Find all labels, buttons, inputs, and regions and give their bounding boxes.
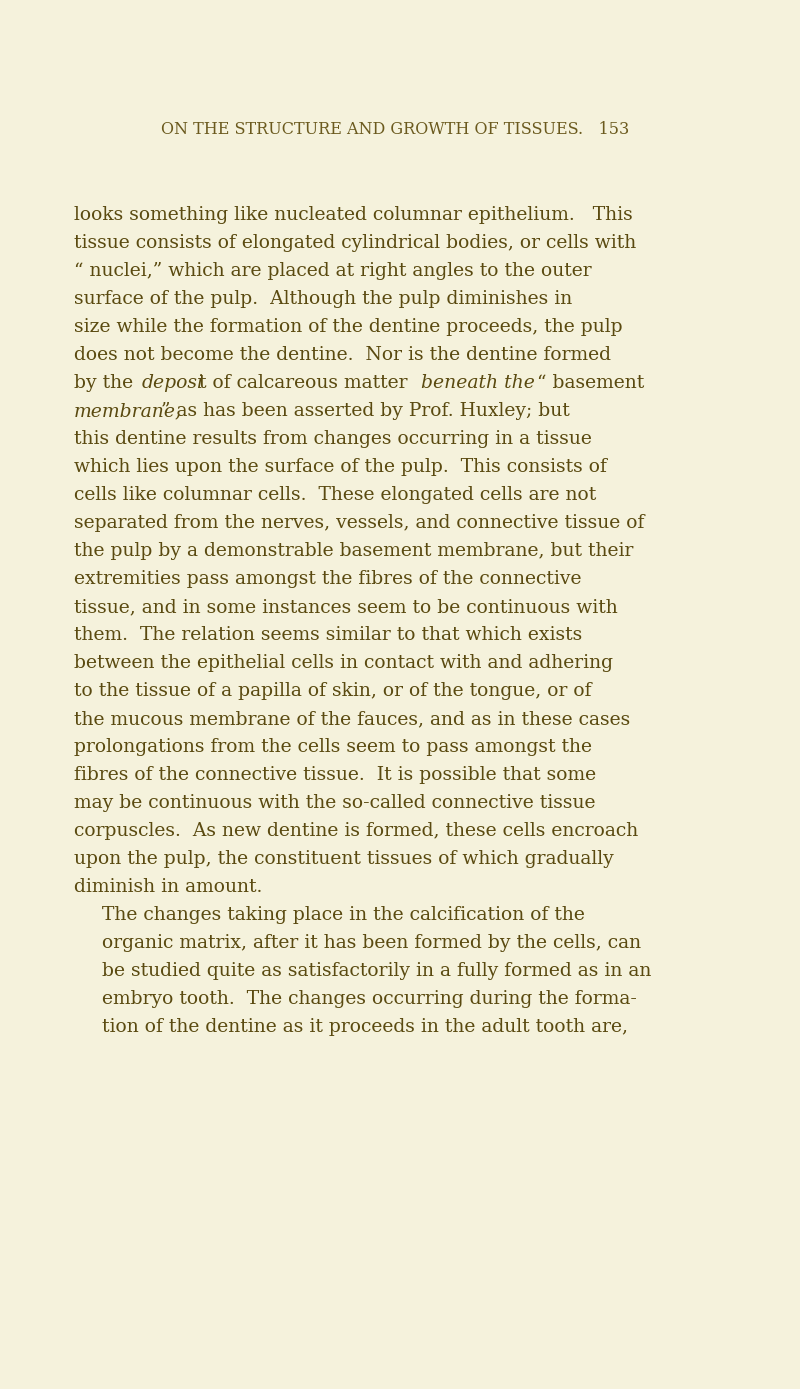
Text: ON THE STRUCTURE AND GROWTH OF TISSUES.   153: ON THE STRUCTURE AND GROWTH OF TISSUES. … — [162, 121, 630, 139]
Text: prolongations from the cells seem to pass amongst the: prolongations from the cells seem to pas… — [74, 738, 592, 756]
Text: deposi: deposi — [142, 374, 204, 392]
Text: fibres of the connective tissue.  It is possible that some: fibres of the connective tissue. It is p… — [74, 765, 596, 783]
Text: be studied quite as satisfactorily in a fully formed as in an: be studied quite as satisfactorily in a … — [102, 963, 651, 981]
Text: does not become the dentine.  Nor is the dentine formed: does not become the dentine. Nor is the … — [74, 346, 611, 364]
Text: diminish in amount.: diminish in amount. — [74, 878, 262, 896]
Text: this dentine results from changes occurring in a tissue: this dentine results from changes occurr… — [74, 431, 592, 449]
Text: membrane,: membrane, — [74, 401, 182, 419]
Text: embryo tooth.  The changes occurring during the forma-: embryo tooth. The changes occurring duri… — [102, 990, 637, 1008]
Text: size while the formation of the dentine proceeds, the pulp: size while the formation of the dentine … — [74, 318, 622, 336]
Text: The changes taking place in the calcification of the: The changes taking place in the calcific… — [102, 906, 585, 924]
Text: looks something like nucleated columnar epithelium.   This: looks something like nucleated columnar … — [74, 206, 633, 224]
Text: by the: by the — [74, 374, 139, 392]
Text: separated from the nerves, vessels, and connective tissue of: separated from the nerves, vessels, and … — [74, 514, 645, 532]
Text: extremities pass amongst the fibres of the connective: extremities pass amongst the fibres of t… — [74, 569, 582, 588]
Text: surface of the pulp.  Although the pulp diminishes in: surface of the pulp. Although the pulp d… — [74, 290, 572, 308]
Text: beneath the: beneath the — [421, 374, 541, 392]
Text: ” as has been asserted by Prof. Huxley; but: ” as has been asserted by Prof. Huxley; … — [161, 401, 570, 419]
Text: the mucous membrane of the fauces, and as in these cases: the mucous membrane of the fauces, and a… — [74, 710, 630, 728]
Text: tissue, and in some instances seem to be continuous with: tissue, and in some instances seem to be… — [74, 599, 618, 615]
Text: “ basement: “ basement — [537, 374, 644, 392]
Text: may be continuous with the so-called connective tissue: may be continuous with the so-called con… — [74, 795, 596, 813]
Text: the pulp by a demonstrable basement membrane, but their: the pulp by a demonstrable basement memb… — [74, 542, 634, 560]
Text: between the epithelial cells in contact with and adhering: between the epithelial cells in contact … — [74, 654, 613, 672]
Text: to the tissue of a papilla of skin, or of the tongue, or of: to the tissue of a papilla of skin, or o… — [74, 682, 592, 700]
Text: which lies upon the surface of the pulp.  This consists of: which lies upon the surface of the pulp.… — [74, 458, 607, 476]
Text: tion of the dentine as it proceeds in the adult tooth are,: tion of the dentine as it proceeds in th… — [102, 1018, 628, 1036]
Text: corpuscles.  As new dentine is formed, these cells encroach: corpuscles. As new dentine is formed, th… — [74, 822, 638, 840]
Text: tissue consists of elongated cylindrical bodies, or cells with: tissue consists of elongated cylindrical… — [74, 233, 636, 251]
Text: “ nuclei,” which are placed at right angles to the outer: “ nuclei,” which are placed at right ang… — [74, 263, 592, 281]
Text: organic matrix, after it has been formed by the cells, can: organic matrix, after it has been formed… — [102, 933, 641, 951]
Text: them.  The relation seems similar to that which exists: them. The relation seems similar to that… — [74, 626, 582, 644]
Text: t of calcareous matter: t of calcareous matter — [199, 374, 414, 392]
Text: cells like columnar cells.  These elongated cells are not: cells like columnar cells. These elongat… — [74, 486, 596, 504]
Text: upon the pulp, the constituent tissues of which gradually: upon the pulp, the constituent tissues o… — [74, 850, 614, 868]
